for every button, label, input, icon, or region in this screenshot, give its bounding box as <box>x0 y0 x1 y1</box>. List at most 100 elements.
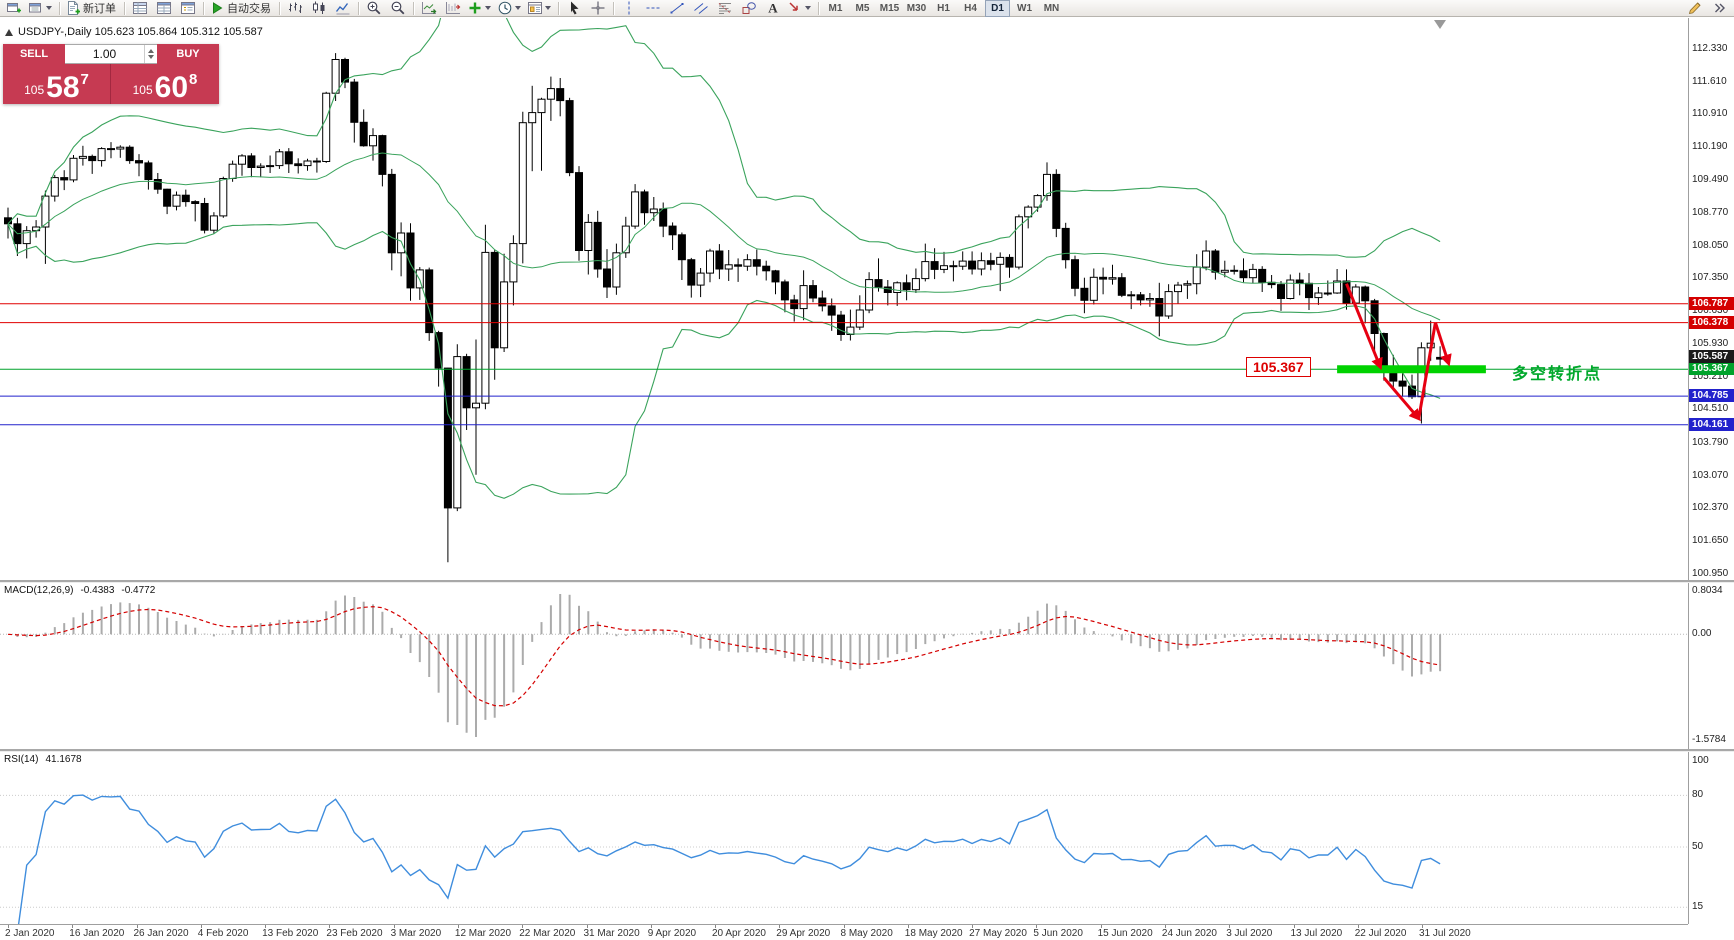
trendline-icon[interactable] <box>666 0 688 17</box>
price-tag-label[interactable]: 105.367 <box>1246 357 1311 377</box>
candle <box>1286 279 1295 299</box>
price-chart[interactable] <box>0 18 1688 580</box>
toolbar-separator <box>124 1 125 15</box>
new-chart-icon[interactable] <box>3 0 25 17</box>
arrow-tool-icon[interactable] <box>786 0 814 17</box>
candle <box>1145 298 1154 301</box>
rsi-panel[interactable] <box>0 751 1688 924</box>
panel-divider[interactable] <box>0 749 1734 752</box>
time-tick-mark <box>1036 925 1038 928</box>
chart-title-text: USDJPY-,Daily 105.623 105.864 105.312 10… <box>18 26 263 38</box>
chart-shift-icon[interactable] <box>442 0 464 17</box>
toolbar-more-icon[interactable] <box>1708 0 1730 17</box>
indicators-icon[interactable] <box>466 0 494 17</box>
timeframe-m5[interactable]: M5 <box>855 2 870 14</box>
price-axis[interactable]: 112.330 111.610 110.910 110.190 109.490 108.7… <box>1688 18 1734 924</box>
bar-chart-icon[interactable] <box>284 0 306 17</box>
timeframe-d1[interactable]: D1 <box>985 0 1010 17</box>
candle <box>1333 280 1342 294</box>
auto-scroll-icon[interactable] <box>418 0 440 17</box>
macd-panel[interactable] <box>0 582 1688 749</box>
profiles-icon[interactable] <box>27 0 55 17</box>
timeframe-w1[interactable]: W1 <box>1017 2 1032 14</box>
candle <box>1202 250 1211 268</box>
spinner-up-icon[interactable] <box>148 49 154 53</box>
fibonacci-retracement-icon[interactable] <box>714 0 736 17</box>
crosshair-icon[interactable] <box>587 0 609 17</box>
templates-icon[interactable] <box>526 0 554 17</box>
trend-arrow-1[interactable] <box>1345 283 1383 371</box>
time-tick: 3 Jul 2020 <box>1226 928 1273 939</box>
panel-divider[interactable] <box>0 580 1734 583</box>
time-tick: 20 Apr 2020 <box>712 928 766 939</box>
turning-point-note[interactable]: 多空转折点 <box>1512 360 1602 384</box>
sell-button[interactable]: SELL <box>3 44 65 64</box>
cursor-icon[interactable] <box>563 0 585 17</box>
timeframe-m30[interactable]: M30 <box>906 2 927 14</box>
timeframe-h1[interactable]: H1 <box>937 2 950 14</box>
price-tick: 103.790 <box>1692 436 1729 448</box>
horizontal-line-icon[interactable] <box>642 0 664 17</box>
timeframe-m15[interactable]: M15 <box>879 2 900 14</box>
candle <box>818 297 827 307</box>
crosshair-icon <box>590 0 606 16</box>
time-axis[interactable]: 2 Jan 2020 16 Jan 2020 26 Jan 2020 4 Feb 20… <box>0 924 1688 940</box>
line-chart-icon[interactable] <box>332 0 354 17</box>
market-watch-icon[interactable] <box>129 0 151 17</box>
periods-icon[interactable] <box>496 0 524 17</box>
equidistant-channel-icon[interactable] <box>690 0 712 17</box>
candle <box>659 208 668 227</box>
time-tick-mark <box>1357 925 1359 928</box>
candle <box>462 356 471 409</box>
data-window-icon[interactable] <box>153 0 175 17</box>
new-order-button[interactable]: 新订单 <box>64 0 120 17</box>
chart-shift-marker[interactable] <box>1434 20 1446 29</box>
buy-button[interactable]: BUY <box>157 44 219 64</box>
candle <box>677 234 686 261</box>
macd-histogram <box>16 594 1442 737</box>
timeframe-mn[interactable]: MN <box>1043 2 1060 14</box>
time-tick: 2 Jan 2020 <box>5 928 55 939</box>
candle <box>275 151 284 167</box>
candle <box>743 259 752 267</box>
candle <box>1043 173 1051 197</box>
spinner-down-icon[interactable] <box>148 55 154 59</box>
new-chart-icon <box>6 0 22 16</box>
time-tick: 26 Jan 2020 <box>133 928 189 939</box>
candlestick-chart-icon[interactable] <box>308 0 330 17</box>
navigator-icon[interactable] <box>177 0 199 17</box>
candle <box>724 264 733 270</box>
autotrading-button[interactable]: 自动交易 <box>208 0 275 17</box>
candle <box>500 281 509 349</box>
trend-arrow-4[interactable] <box>1433 322 1452 367</box>
macd-axis-max: 0.8034 <box>1692 585 1723 596</box>
volume-spinner[interactable] <box>144 45 157 63</box>
trend-arrow-2[interactable] <box>1382 376 1421 422</box>
ask-price-panel[interactable]: 105 60 8 <box>111 64 219 104</box>
ask-big-digits: 60 <box>154 71 189 104</box>
candle <box>603 268 611 288</box>
objects-list-icon[interactable] <box>1684 0 1706 17</box>
one-click-collapse-icon[interactable] <box>5 28 13 36</box>
text-tool-icon[interactable]: A <box>762 0 784 17</box>
vertical-line-icon[interactable] <box>618 0 640 17</box>
volume-field[interactable]: 1.00 <box>65 44 157 64</box>
price-tick: 105.930 <box>1692 337 1729 349</box>
bid-price-panel[interactable]: 105 58 7 <box>3 64 111 104</box>
candle <box>986 260 995 265</box>
time-tick: 31 Jul 2020 <box>1419 928 1471 939</box>
candle <box>434 332 443 369</box>
timeframe-h4[interactable]: H4 <box>964 2 977 14</box>
candle <box>22 230 31 245</box>
candle <box>1117 277 1126 296</box>
zoom-in-icon[interactable] <box>363 0 385 17</box>
timeframe-m1[interactable]: M1 <box>828 2 843 14</box>
candle <box>312 160 321 163</box>
candle <box>1258 268 1267 283</box>
zoom-in-icon <box>366 0 382 16</box>
trend-arrow-3[interactable] <box>1417 322 1437 420</box>
candle <box>1155 298 1164 317</box>
zoom-out-icon[interactable] <box>387 0 409 17</box>
shapes-icon[interactable] <box>738 0 760 17</box>
time-tick-mark <box>1100 925 1102 928</box>
